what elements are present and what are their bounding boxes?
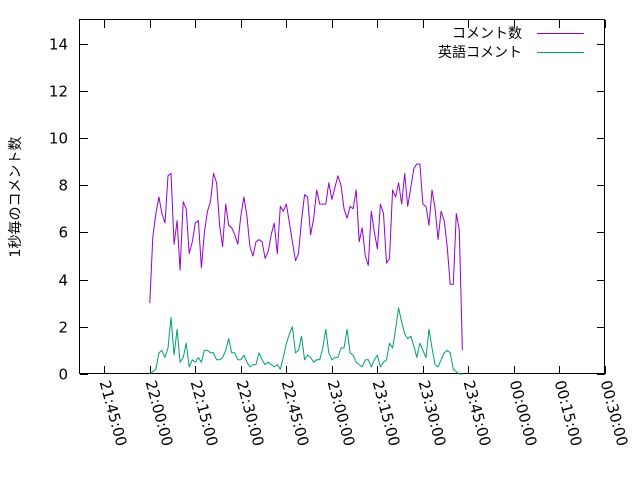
y-axis: 0 2 4 6 8 10 12 14 [49, 36, 605, 384]
x-tick-label: 00:30:00 [597, 378, 632, 448]
plot-area-border [79, 19, 605, 374]
y-tick-label: 8 [58, 177, 68, 195]
x-tick-label: 22:15:00 [187, 378, 222, 448]
x-tick-label: 00:15:00 [551, 378, 586, 448]
x-axis: 21:45:00 22:00:00 22:15:00 22:30:00 22:45:00… [96, 20, 632, 448]
y-tick-label: 6 [58, 224, 68, 242]
y-tick-label: 10 [49, 130, 68, 148]
x-tick-label: 21:45:00 [96, 378, 131, 448]
x-tick-label: 22:45:00 [278, 378, 313, 448]
y-tick-label: 12 [49, 83, 68, 101]
y-tick-label: 14 [49, 36, 68, 54]
legend-label: 英語コメント [438, 44, 522, 61]
legend-label: コメント数 [452, 26, 522, 42]
x-tick-label: 23:15:00 [369, 378, 404, 448]
x-tick-label: 22:00:00 [142, 378, 177, 448]
y-tick-label: 4 [58, 272, 68, 290]
x-tick-label: 23:45:00 [460, 378, 495, 448]
x-tick-label: 23:00:00 [324, 378, 359, 448]
series-line-2 [149, 307, 463, 375]
y-axis-title: 1秒毎のコメント数 [8, 137, 24, 258]
x-tick-label: 00:00:00 [506, 378, 541, 448]
series-line-1 [149, 163, 463, 351]
y-tick-label: 0 [58, 366, 68, 384]
series-layer [149, 163, 463, 375]
x-tick-label: 22:30:00 [233, 378, 268, 448]
y-tick-label: 2 [58, 319, 68, 337]
x-tick-label: 23:30:00 [415, 378, 450, 448]
